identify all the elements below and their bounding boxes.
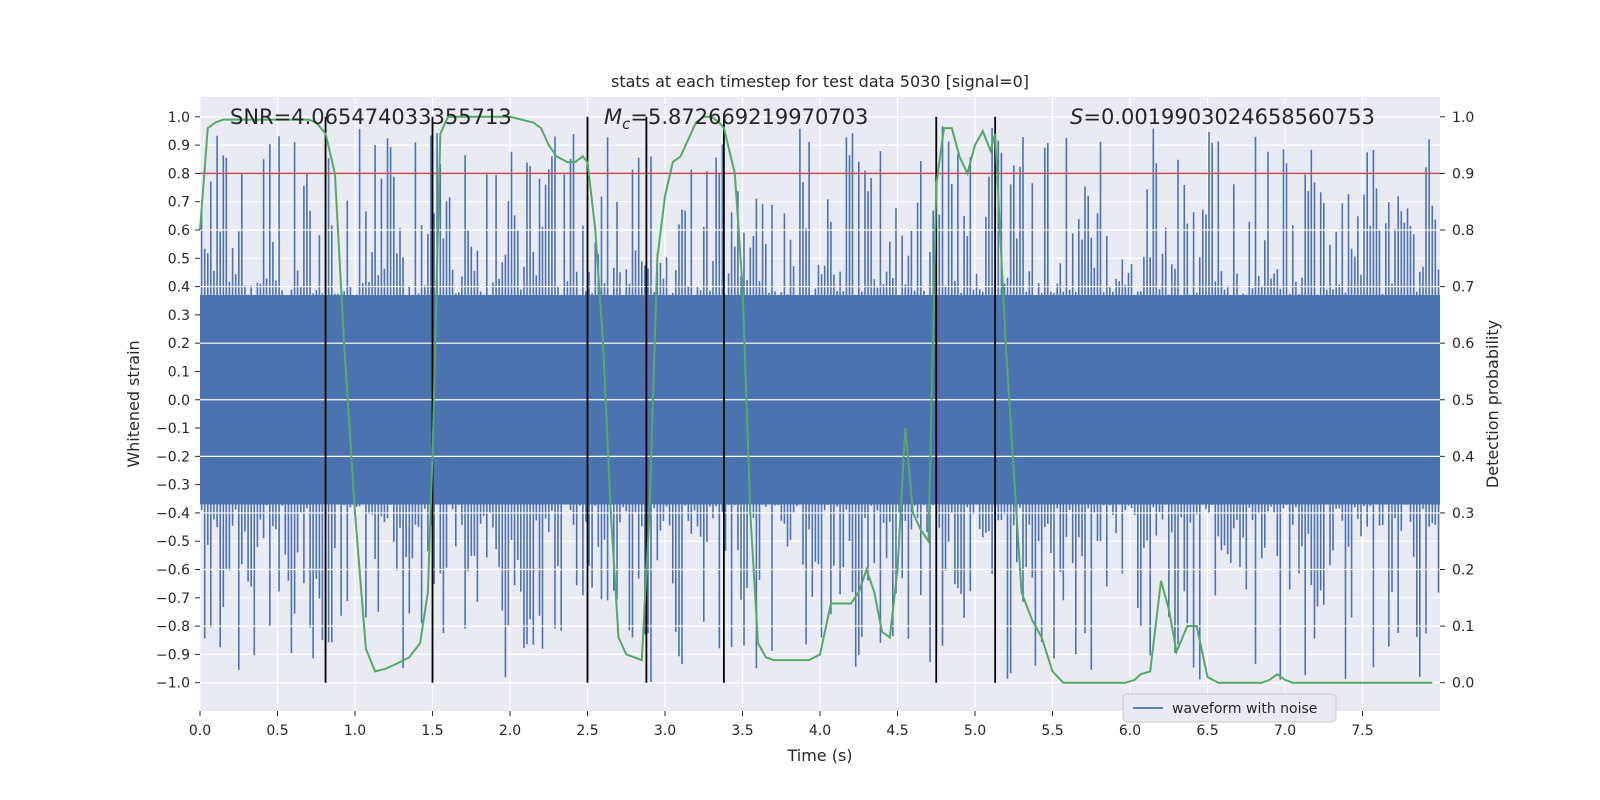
- x-tick-label: 2.0: [499, 723, 521, 739]
- y-left-axis-label: Whitened strain: [124, 340, 143, 467]
- x-tick-label: 1.0: [344, 723, 366, 739]
- y-left-tick-label: −0.8: [156, 619, 190, 635]
- y-left-tick-label: −0.9: [156, 647, 190, 663]
- x-tick-label: 6.0: [1119, 723, 1141, 739]
- y-right-axis-label: Detection probability: [1483, 320, 1502, 488]
- y-left-tick-label: −0.6: [156, 563, 190, 579]
- y-left-tick-label: 0.5: [168, 251, 190, 267]
- legend-box: [1122, 693, 1337, 723]
- x-tick-label: 7.0: [1274, 723, 1296, 739]
- y-left-tick-label: −0.5: [156, 534, 190, 550]
- x-tick-label: 0.0: [189, 723, 211, 739]
- x-tick-label: 5.5: [1041, 723, 1063, 739]
- probability-line: [199, 115, 1433, 684]
- x-tick-label: 0.5: [266, 723, 288, 739]
- waveform-line: [200, 126, 1440, 683]
- probability-series: [199, 115, 1433, 684]
- y-left-tick-label: −0.7: [156, 591, 190, 607]
- legend: waveform with noise: [1122, 693, 1337, 723]
- x-tick-label: 5.0: [964, 723, 986, 739]
- chirp-mass-subscript: c: [622, 115, 631, 133]
- threshold-layer: [200, 116, 1440, 684]
- y-right-tick-label: 0.6: [1452, 336, 1474, 352]
- y-right-tick-label: 0.4: [1452, 449, 1474, 465]
- y-right-tick-label: 0.8: [1452, 223, 1474, 239]
- x-tick-label: 4.0: [809, 723, 831, 739]
- y-left-tick-label: −0.1: [156, 421, 190, 437]
- x-axis-label: Time (s): [786, 746, 852, 765]
- s-annotation: S=0.0019903024658560753: [1070, 105, 1375, 129]
- legend-label: waveform with noise: [1172, 701, 1317, 717]
- y-left-tick-label: 0.0: [168, 393, 190, 409]
- x-tick-label: 7.5: [1351, 723, 1373, 739]
- y-left-tick-label: 0.2: [168, 336, 190, 352]
- s-symbol: S: [1070, 105, 1083, 129]
- y-right-tick-label: 0.2: [1452, 563, 1474, 579]
- y-left-tick-label: 0.4: [168, 280, 190, 296]
- y-left-tick-label: 0.9: [168, 138, 190, 154]
- y-left-tick-label: −1.0: [156, 676, 190, 692]
- x-tick-label: 6.5: [1196, 723, 1218, 739]
- y-left-tick-label: 1.0: [168, 110, 190, 126]
- x-tick-label: 3.0: [654, 723, 676, 739]
- y-left-tick-label: −0.4: [156, 506, 190, 522]
- x-tick-label: 3.5: [731, 723, 753, 739]
- y-left-tick-label: −0.2: [156, 449, 190, 465]
- y-right-tick-label: 0.7: [1452, 280, 1474, 296]
- y-right-tick-label: 0.9: [1452, 166, 1474, 182]
- y-right-tick-label: 1.0: [1452, 110, 1474, 126]
- tick-labels: 0.0 0.5 1.0 1.5 2.0 2.5 3.0 3.5 4.0 4.5 5.0 5.5 6.0 6…: [156, 110, 1474, 739]
- x-tick-label: 1.5: [421, 723, 443, 739]
- chart-title: stats at each timestep for test data 503…: [611, 72, 1029, 91]
- y-right-tick-label: 0.0: [1452, 676, 1474, 692]
- y-left-tick-label: −0.3: [156, 478, 190, 494]
- x-tick-label: 4.5: [886, 723, 908, 739]
- chirp-mass-annotation: Mc=5.872669219970703: [604, 105, 868, 133]
- y-left-tick-label: 0.8: [168, 166, 190, 182]
- chirp-mass-symbol: M: [604, 105, 622, 129]
- y-right-tick-label: 0.1: [1452, 619, 1474, 635]
- x-tick-label: 2.5: [576, 723, 598, 739]
- y-left-tick-label: 0.3: [168, 308, 190, 324]
- y-left-tick-label: 0.6: [168, 223, 190, 239]
- y-right-tick-label: 0.5: [1452, 393, 1474, 409]
- y-right-tick-label: 0.3: [1452, 506, 1474, 522]
- y-left-tick-label: 0.7: [168, 195, 190, 211]
- snr-annotation: SNR=4.065474033355713: [230, 105, 512, 129]
- chirp-mass-value: =5.872669219970703: [630, 105, 868, 129]
- y-left-tick-label: 0.1: [168, 364, 190, 380]
- s-value: =0.0019903024658560753: [1083, 105, 1375, 129]
